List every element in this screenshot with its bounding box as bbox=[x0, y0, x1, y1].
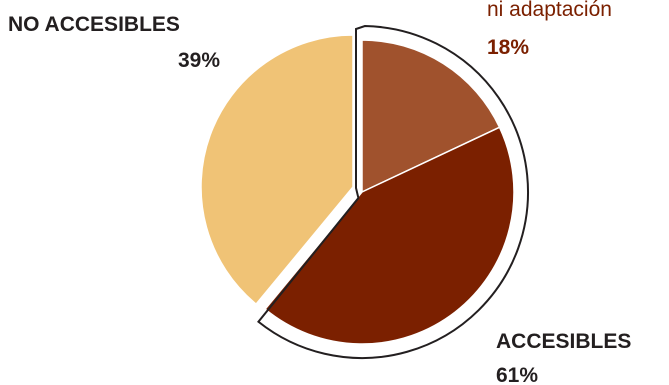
slice-ni-adaptacion bbox=[361, 39, 501, 194]
pie-slices bbox=[200, 34, 515, 345]
slice-no-accesibles bbox=[200, 34, 354, 306]
label-ni-adaptacion: ni adaptación bbox=[487, 0, 612, 21]
label-no-accesibles: NO ACCESIBLES bbox=[8, 13, 180, 36]
value-no-accesibles: 39% bbox=[178, 49, 220, 72]
label-accesibles: ACCESIBLES bbox=[496, 330, 631, 353]
accesibles-group-outline bbox=[257, 25, 530, 359]
value-accesibles: 61% bbox=[496, 364, 538, 385]
value-ni-adaptacion: 18% bbox=[487, 36, 529, 59]
slice-accesibles bbox=[264, 126, 515, 345]
